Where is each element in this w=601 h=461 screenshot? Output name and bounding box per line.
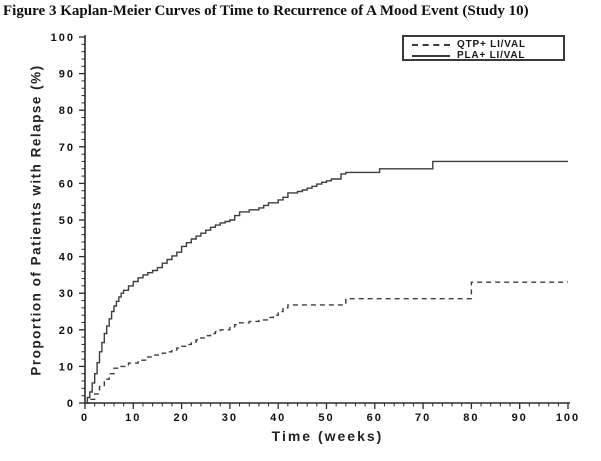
- x-tick-label: 70: [415, 412, 431, 424]
- x-tick-label: 80: [463, 412, 479, 424]
- y-tick-label: 40: [59, 252, 75, 264]
- x-tick-label: 0: [81, 412, 89, 424]
- y-tick-label: 0: [67, 398, 75, 410]
- y-tick-label: 30: [59, 288, 75, 300]
- x-tick-label: 90: [512, 412, 528, 424]
- x-tick-label: 50: [318, 412, 334, 424]
- km-curve-pla: [85, 160, 568, 404]
- x-tick-label: 20: [173, 412, 189, 424]
- y-tick-label: 20: [59, 325, 75, 337]
- x-tick-label: 60: [367, 412, 383, 424]
- legend: QTP+ LI/VAL PLA+ LI/VAL: [402, 35, 565, 61]
- y-tick-label: 60: [59, 178, 75, 190]
- y-tick-label: 90: [59, 69, 75, 81]
- y-tick-label: 50: [59, 215, 75, 227]
- figure-title: Figure 3 Kaplan-Meier Curves of Time to …: [3, 3, 529, 19]
- dashed-line-sample-icon: [412, 43, 450, 46]
- solid-line-sample-icon: [412, 54, 450, 57]
- legend-item-pla: PLA+ LI/VAL: [412, 50, 563, 61]
- y-tick-label: 70: [59, 142, 75, 154]
- x-axis-label: Time (weeks): [271, 428, 384, 444]
- x-tick-label: 40: [270, 412, 286, 424]
- y-tick-label: 10: [59, 361, 75, 373]
- y-axis-label: Proportion of Patients with Relapse (%): [28, 64, 44, 376]
- x-tick-label: 10: [125, 412, 141, 424]
- y-tick-label: 80: [59, 105, 75, 117]
- x-tick-label: 30: [222, 412, 238, 424]
- y-tick-label: 100: [51, 32, 75, 44]
- legend-item-qtp: QTP+ LI/VAL: [412, 39, 563, 50]
- x-tick-label: 100: [556, 412, 580, 424]
- legend-label-pla: PLA+ LI/VAL: [457, 50, 526, 61]
- legend-label-qtp: QTP+ LI/VAL: [457, 39, 526, 50]
- km-curve-qtp: [85, 281, 568, 404]
